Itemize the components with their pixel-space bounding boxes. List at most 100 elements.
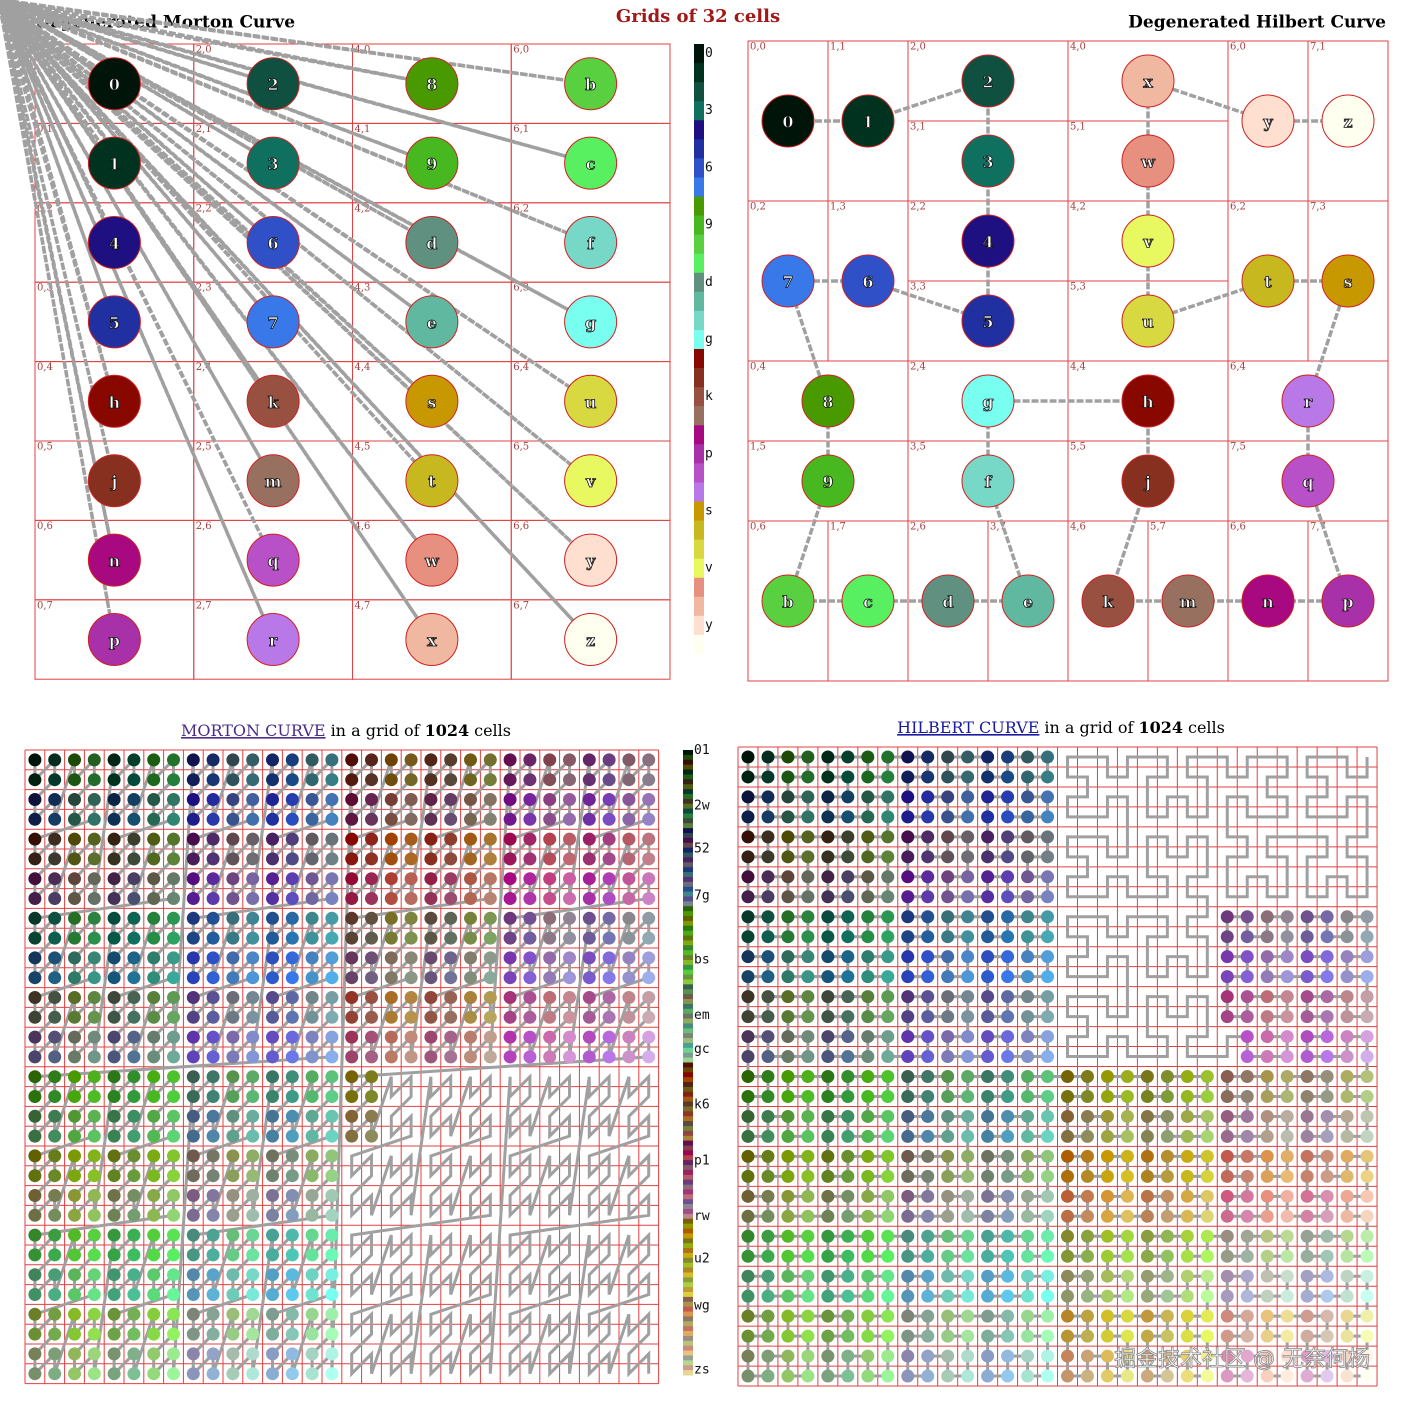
dot [801,1129,815,1143]
dot [801,1089,815,1103]
dot [1280,1329,1294,1343]
dot [761,990,775,1004]
dot [206,991,220,1004]
dot [107,1228,121,1242]
dot [107,773,121,787]
dot [206,773,220,787]
node [246,613,300,666]
dot [1340,1010,1354,1024]
dot [404,911,418,925]
node [564,57,618,111]
dot [901,1229,915,1243]
dot [841,1089,855,1103]
dot [246,892,260,905]
dot [266,832,279,846]
dot [563,832,576,846]
dot [602,753,616,767]
dot [801,770,815,784]
dot [365,773,378,787]
dot [266,1070,279,1084]
dot [48,1070,62,1084]
dot [1001,990,1015,1004]
dot [841,910,855,924]
dot [861,1229,875,1243]
dot [801,1030,815,1044]
dot [1041,890,1055,904]
dot [921,1010,935,1024]
dot [28,1189,42,1202]
link[interactable]: MORTON CURVE [181,721,326,740]
dot [861,890,875,904]
dot [206,793,220,806]
dot [582,832,596,846]
node [564,136,618,190]
colorbar-swatch [694,615,704,636]
dot [226,832,240,846]
dot [941,950,955,964]
node-label: b [782,593,793,612]
dot [1280,1309,1294,1323]
node-label: g [585,313,596,332]
dot [1160,1309,1174,1323]
dot [841,1189,855,1203]
dot [781,1309,795,1323]
colorbar-label: y [705,618,713,633]
dot [941,930,955,944]
node-label: e [427,313,437,332]
dot [285,812,299,826]
dot [921,870,935,884]
cell-label: 4,6 [355,521,371,532]
dot [921,1169,935,1183]
dot [384,1050,398,1064]
colorbar-swatch [683,1155,693,1161]
dot [841,870,855,884]
dot [582,773,596,787]
dot [1140,1229,1154,1243]
dot [523,1050,537,1064]
dot [305,773,319,787]
dot [821,1329,835,1343]
colorbar-swatch [683,891,693,897]
dot [921,1369,935,1383]
dot [741,1050,755,1064]
dot [563,931,576,945]
text: in a grid of [1044,718,1134,737]
dot [1180,1209,1194,1223]
dot [167,991,180,1004]
colorbar-swatch [683,886,693,893]
dot [781,950,795,964]
node [921,574,975,628]
dot [266,1367,279,1381]
node-label: p [109,631,120,650]
dot [107,852,121,866]
link[interactable]: HILBERT CURVE [897,718,1039,737]
dot [345,1030,359,1044]
dot [68,1288,81,1301]
node [87,613,141,666]
dot [841,1109,855,1123]
dot [48,1208,62,1222]
dot [1001,830,1015,844]
dot [861,810,875,824]
dot [1120,1169,1134,1183]
node-label: 3 [982,153,993,172]
dot [801,1010,815,1024]
node-label: 6 [862,273,873,292]
colorbar-label: g [705,332,713,347]
dot [981,810,995,824]
colorbar-swatch [683,1370,693,1376]
dot [1120,1229,1134,1243]
cell-label: 3,7 [990,522,1006,533]
dot [345,1050,359,1064]
dot [801,870,815,884]
dot [127,793,141,806]
dot [266,931,279,945]
colorbar-swatch [683,1179,693,1186]
dot [1160,1269,1174,1283]
dot [1080,1269,1094,1283]
dot [821,790,835,804]
dot [28,1050,42,1064]
dot [841,890,855,904]
dot [523,951,537,965]
dot [543,892,557,905]
